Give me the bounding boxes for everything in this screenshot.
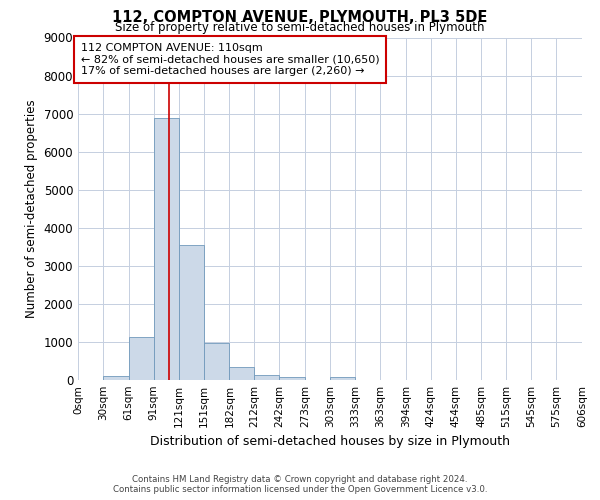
Text: 112, COMPTON AVENUE, PLYMOUTH, PL3 5DE: 112, COMPTON AVENUE, PLYMOUTH, PL3 5DE [112,10,488,25]
Bar [330,378,355,380]
Bar [254,376,279,380]
X-axis label: Distribution of semi-detached houses by size in Plymouth: Distribution of semi-detached houses by … [150,436,510,448]
Bar [203,344,229,380]
Bar [229,368,254,380]
Bar [103,376,129,380]
Text: Contains HM Land Registry data © Crown copyright and database right 2024.
Contai: Contains HM Land Registry data © Crown c… [113,474,487,494]
Y-axis label: Number of semi-detached properties: Number of semi-detached properties [25,100,38,318]
Text: 112 COMPTON AVENUE: 110sqm
← 82% of semi-detached houses are smaller (10,650)
17: 112 COMPTON AVENUE: 110sqm ← 82% of semi… [80,42,379,76]
Bar [179,245,203,380]
Bar [154,118,179,380]
Bar [279,378,305,380]
Text: Size of property relative to semi-detached houses in Plymouth: Size of property relative to semi-detach… [115,21,485,34]
Bar [129,337,154,380]
